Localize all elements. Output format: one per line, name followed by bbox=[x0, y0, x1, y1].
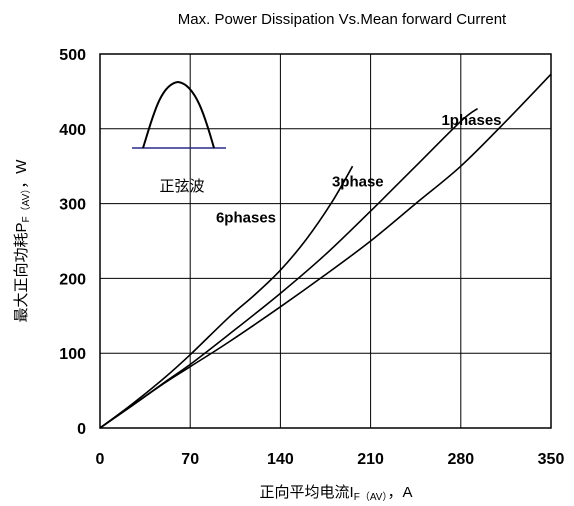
series-line-6phases bbox=[99, 165, 354, 429]
inset-sine-curve bbox=[142, 80, 215, 149]
x-tick-labels: 0 70 140 210 280 350 bbox=[96, 451, 565, 468]
y-tick-label: 0 bbox=[77, 421, 86, 438]
y-axis-label-sub: F（AV） bbox=[20, 189, 32, 223]
x-axis-label-main: 正向平均电流I bbox=[260, 484, 354, 501]
y-tick-label: 100 bbox=[59, 346, 86, 363]
y-tick-label: 400 bbox=[59, 122, 86, 139]
y-tick-labels: 0 100 200 300 400 500 bbox=[59, 47, 86, 438]
y-tick-label: 200 bbox=[59, 271, 86, 288]
x-axis-label-suffix: ，A bbox=[387, 484, 412, 501]
y-tick-label: 300 bbox=[59, 197, 86, 214]
series-label-6phases: 6phases bbox=[216, 209, 276, 226]
series-label-3phase: 3phase bbox=[332, 173, 384, 190]
inset-label: 正弦波 bbox=[159, 178, 204, 195]
x-tick-label: 210 bbox=[357, 451, 384, 468]
x-tick-label: 0 bbox=[96, 451, 105, 468]
series-group bbox=[99, 73, 552, 429]
plot-frame bbox=[99, 53, 552, 429]
y-axis-label-suffix: ，W bbox=[13, 159, 30, 189]
grid bbox=[100, 54, 551, 428]
y-axis-label-main: 最大正向功耗P bbox=[13, 222, 30, 322]
series-line-3phase bbox=[99, 107, 479, 429]
inset-sine-wave: 正弦波 bbox=[132, 80, 226, 195]
x-tick-label: 350 bbox=[538, 451, 565, 468]
x-axis-label-sub: F（AV） bbox=[354, 491, 388, 503]
x-tick-label: 140 bbox=[267, 451, 294, 468]
x-tick-label: 70 bbox=[181, 451, 199, 468]
y-axis-label: 最大正向功耗PF（AV），W bbox=[13, 159, 32, 323]
y-tick-label: 500 bbox=[59, 47, 86, 64]
x-tick-label: 280 bbox=[447, 451, 474, 468]
x-axis-label: 正向平均电流IF（AV），A bbox=[260, 484, 413, 503]
series-label-1phases: 1phases bbox=[441, 112, 501, 129]
chart-title: Max. Power Dissipation Vs.Mean forward C… bbox=[178, 11, 507, 28]
series-annotations: 1phases 3phase 6phases bbox=[216, 112, 502, 226]
